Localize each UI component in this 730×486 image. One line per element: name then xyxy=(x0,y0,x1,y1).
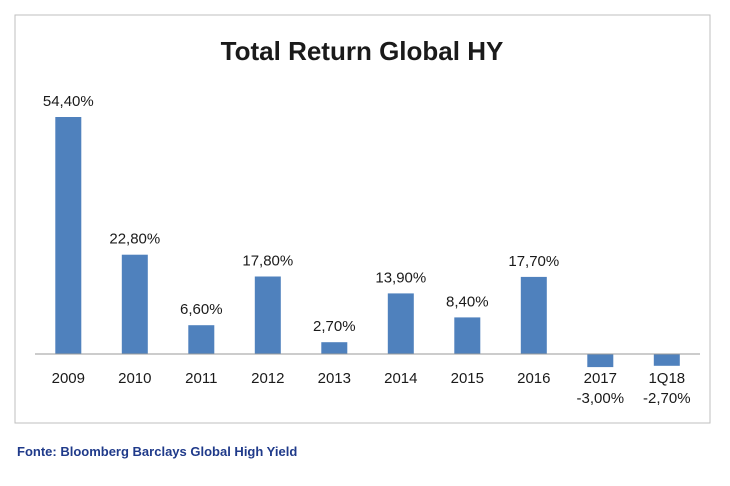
data-label: 8,40% xyxy=(446,293,489,310)
bar-2011 xyxy=(188,325,215,354)
data-label: -3,00% xyxy=(577,390,625,407)
x-tick-label: 1Q18 xyxy=(648,370,685,387)
x-tick-label: 2009 xyxy=(52,370,85,387)
bars-group xyxy=(55,117,680,368)
bar-2009 xyxy=(55,117,82,354)
x-tick-label: 2014 xyxy=(384,370,417,387)
data-label: 54,40% xyxy=(43,93,94,110)
chart-title: Total Return Global HY xyxy=(221,36,504,66)
data-label: 17,70% xyxy=(508,253,559,270)
x-tick-label: 2016 xyxy=(517,370,550,387)
data-label: -2,70% xyxy=(643,390,691,407)
source-note: Fonte: Bloomberg Barclays Global High Yi… xyxy=(17,444,298,459)
data-labels: 54,40% 22,80% 6,60% 17,80% 2,70% 13,90% 8,40% 1… xyxy=(43,93,691,407)
data-label: 2,70% xyxy=(313,318,356,335)
x-tick-label: 2013 xyxy=(318,370,351,387)
data-label: 13,90% xyxy=(375,269,426,286)
bar-2010 xyxy=(121,254,148,354)
bar-1Q18 xyxy=(653,354,680,366)
bar-2017 xyxy=(587,354,614,368)
bar-2015 xyxy=(454,317,481,354)
data-label: 6,60% xyxy=(180,301,223,318)
x-tick-label: 2011 xyxy=(185,370,217,387)
bar-2016 xyxy=(520,276,547,354)
x-tick-label: 2015 xyxy=(451,370,484,387)
x-tick-label: 2017 xyxy=(584,370,617,387)
data-label: 17,80% xyxy=(242,253,293,270)
data-label: 22,80% xyxy=(109,231,160,248)
x-tick-label: 2010 xyxy=(118,370,151,387)
bar-2013 xyxy=(321,342,348,354)
x-tick-label: 2012 xyxy=(251,370,284,387)
bar-2012 xyxy=(254,276,281,354)
x-tick-labels: 2009 2010 2011 2012 2013 2014 2015 2016 2017 1Q18 xyxy=(52,370,686,387)
bar-2014 xyxy=(387,293,414,354)
